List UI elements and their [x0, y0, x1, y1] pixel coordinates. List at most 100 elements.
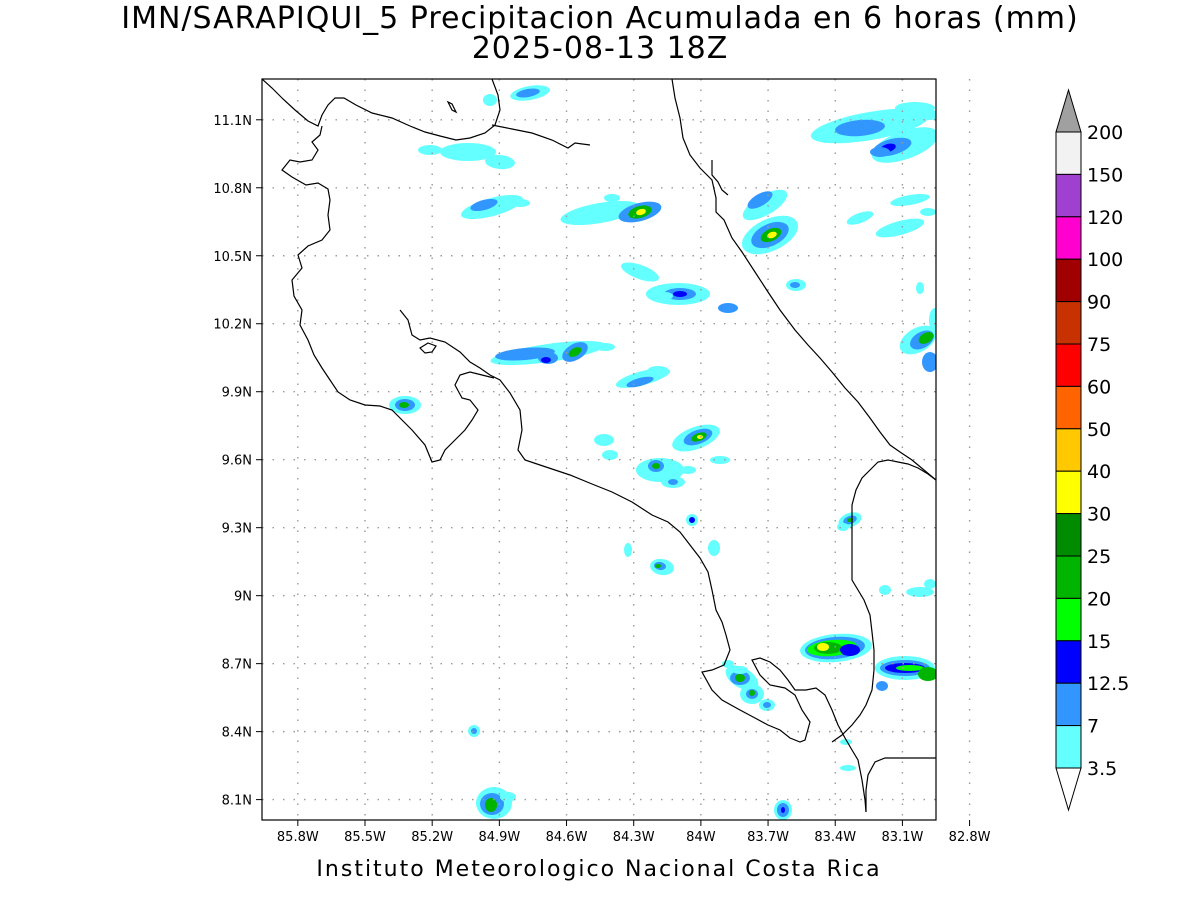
- colorbar-swatch: [1055, 385, 1082, 430]
- precip-cell: [516, 88, 540, 98]
- y-tick-label: 10.5N: [213, 250, 252, 265]
- colorbar-level-label: 20: [1087, 588, 1111, 610]
- footer-credit: Instituto Meteorologico Nacional Costa R…: [316, 857, 882, 882]
- precip-cell: [747, 191, 773, 209]
- precip-cell: [840, 739, 852, 745]
- precip-cell: [399, 402, 409, 408]
- x-tick-label: 84W: [686, 830, 716, 845]
- colorbar-swatch: [1055, 301, 1082, 345]
- colorbar-swatch: [1055, 597, 1082, 642]
- precip-cell: [604, 194, 620, 202]
- precip-cell: [673, 291, 687, 297]
- y-tick-label: 8.7N: [222, 658, 252, 673]
- precip-cell: [879, 585, 891, 595]
- precip-cell: [636, 208, 646, 216]
- precip-cell: [483, 94, 497, 106]
- colorbar-top-arrow: [1055, 88, 1082, 133]
- colorbar-swatch: [1055, 258, 1082, 303]
- precip-cell: [895, 102, 935, 114]
- precip-cell: [594, 434, 614, 446]
- colorbar-swatch: [1055, 173, 1082, 218]
- precip-cell: [840, 644, 860, 656]
- y-tick-label: 9N: [234, 590, 252, 605]
- precip-cell: [470, 198, 498, 212]
- colorbar-level-label: 7: [1087, 716, 1099, 738]
- map-subtitle-date: 2025-08-13 18Z: [471, 31, 729, 66]
- colorbar-swatch: [1055, 428, 1082, 472]
- precip-cell: [657, 292, 673, 300]
- colorbar-swatch: [1055, 343, 1082, 387]
- map-title: IMN/SARAPIQUI_5 Precipitacion Acumulada …: [121, 1, 1079, 36]
- colorbar-swatch: [1055, 131, 1082, 175]
- precip-cell: [500, 792, 516, 802]
- coastline-osa-island: [419, 342, 437, 354]
- colorbar-bottom-arrow: [1055, 767, 1082, 812]
- coastline-nw-pacific: [281, 125, 495, 463]
- colorbar-swatch: [1055, 513, 1082, 557]
- precip-cell: [817, 643, 829, 651]
- y-tick-label: 9.3N: [222, 522, 252, 537]
- precip-cell: [708, 540, 720, 556]
- colorbar-swatch: [1055, 555, 1082, 599]
- axis-ticks: 85.8W 85.5W 85.2W 84.9W 84.6W 84.3W 84W 83.7W 83…: [213, 114, 990, 845]
- colorbar-level-label: 12.5: [1087, 673, 1129, 695]
- colorbar-level-label: 100: [1087, 249, 1123, 271]
- x-tick-label: 85.2W: [411, 830, 453, 845]
- precip-cell: [440, 143, 496, 161]
- precip-cell: [560, 200, 640, 226]
- precip-cell: [718, 303, 738, 313]
- precip-cell: [568, 347, 582, 357]
- precip-cell: [689, 517, 695, 523]
- precip-cell: [781, 807, 785, 813]
- colorbar-level-label: 30: [1087, 504, 1111, 526]
- precip-cell: [840, 765, 856, 771]
- colorbar-level-label: 120: [1087, 207, 1123, 229]
- precip-cell: [870, 147, 890, 157]
- colorbar-level-label: 3.5: [1087, 758, 1117, 780]
- x-tick-label: 82.8W: [949, 830, 991, 845]
- y-tick-label: 8.4N: [222, 726, 252, 741]
- coastline-nicoya-gulf: [399, 309, 867, 813]
- coastline-panama-south: [865, 757, 936, 812]
- precip-cell: [510, 199, 530, 207]
- colorbar-level-label: 200: [1087, 122, 1123, 144]
- precip-cell: [541, 357, 551, 363]
- precip-cell: [648, 366, 668, 374]
- precip-cell: [837, 523, 849, 531]
- precip-cell: [876, 681, 888, 691]
- colorbar-level-label: 40: [1087, 461, 1111, 483]
- x-tick-label: 84.3W: [613, 830, 655, 845]
- precip-cell: [790, 282, 800, 288]
- x-tick-label: 83.1W: [882, 830, 924, 845]
- x-tick-label: 84.9W: [478, 830, 520, 845]
- precip-cell: [749, 690, 755, 696]
- coastline-lake-bay: [491, 124, 591, 149]
- precip-cell: [906, 587, 934, 597]
- precip-cell: [732, 666, 748, 674]
- colorbar-swatch: [1055, 470, 1082, 515]
- precip-cell: [602, 450, 618, 460]
- precip-cell: [621, 262, 659, 282]
- coastline-small-island: [446, 100, 458, 114]
- x-tick-label: 85.5W: [344, 830, 386, 845]
- y-tick-label: 9.9N: [222, 386, 252, 401]
- precip-cell: [652, 463, 660, 469]
- precipitation-layer: [389, 85, 936, 820]
- precip-cell: [835, 119, 885, 137]
- precip-cell: [920, 208, 936, 216]
- precip-cell: [916, 282, 924, 294]
- colorbar-swatch: [1055, 682, 1082, 727]
- colorbar-swatch: [1055, 640, 1082, 684]
- precip-cell: [735, 674, 745, 682]
- map-frame: [261, 78, 937, 821]
- colorbar-level-label: 90: [1087, 292, 1111, 314]
- y-tick-label: 10.2N: [213, 318, 252, 333]
- precip-cell: [846, 211, 874, 225]
- precip-cell: [697, 435, 703, 439]
- y-tick-label: 11.1N: [213, 114, 252, 129]
- colorbar-level-label: 15: [1087, 631, 1111, 653]
- x-tick-label: 84.6W: [546, 830, 588, 845]
- colorbar-level-label: 25: [1087, 546, 1111, 568]
- precip-cell: [896, 665, 924, 671]
